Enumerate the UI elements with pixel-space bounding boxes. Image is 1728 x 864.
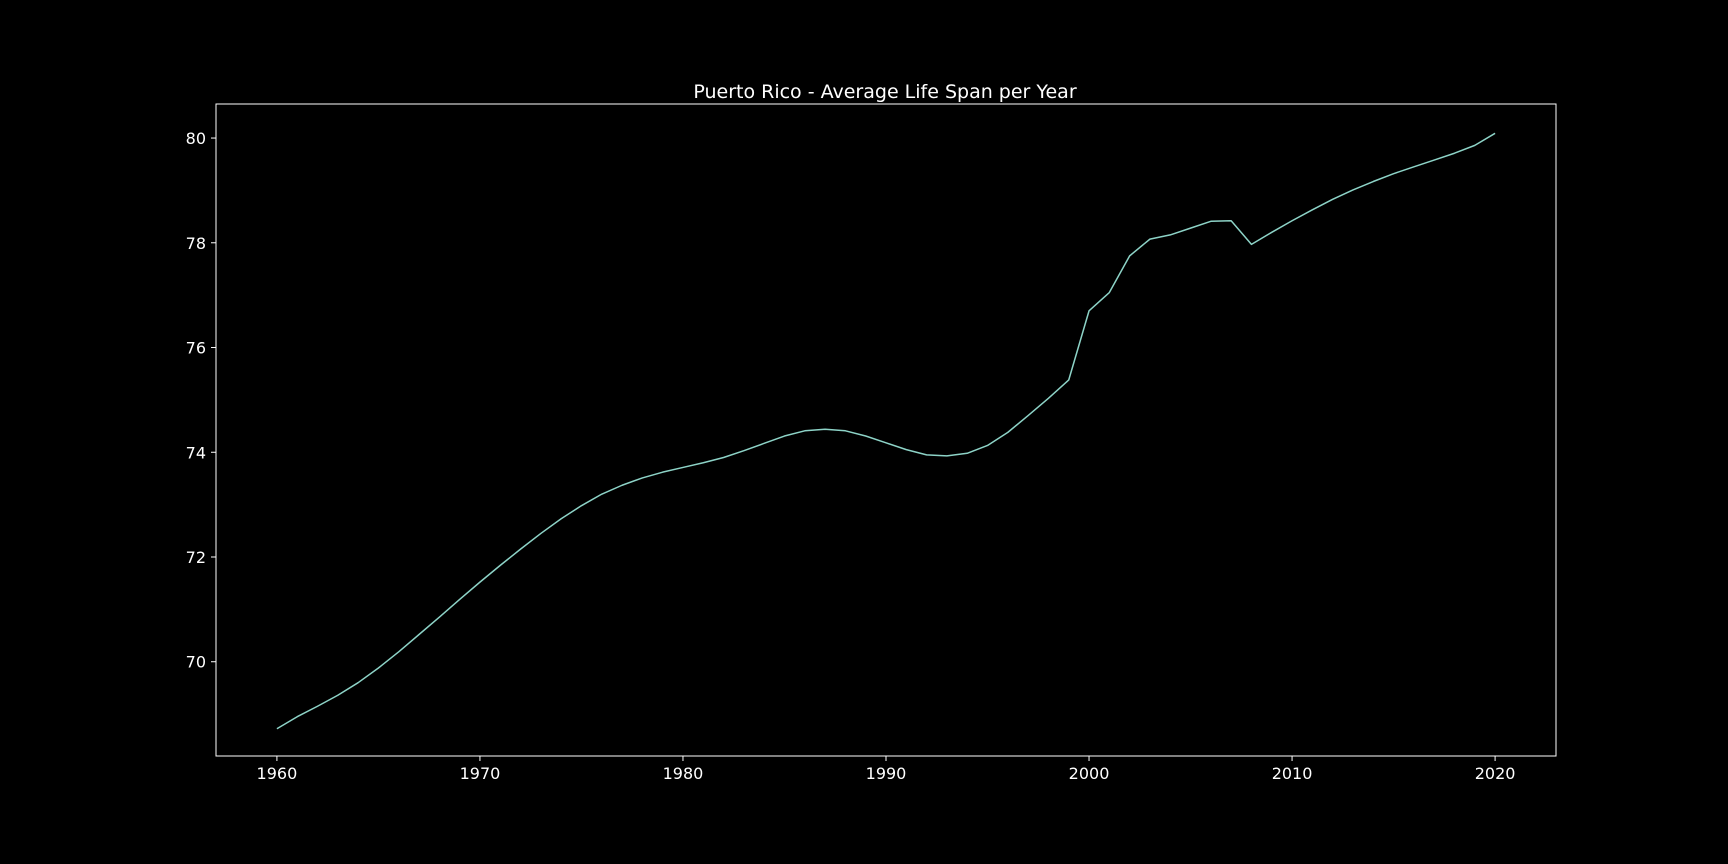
- y-tick-label: 78: [186, 234, 206, 253]
- series-line: [276, 132, 1496, 730]
- x-tick-label: 1970: [460, 764, 501, 783]
- series-layer: [276, 132, 1496, 730]
- x-tick-label: 2010: [1272, 764, 1313, 783]
- y-tick-label: 72: [186, 548, 206, 567]
- y-tick-label: 74: [186, 443, 206, 462]
- x-tick-label: 1960: [257, 764, 298, 783]
- x-tick-label: 1990: [866, 764, 907, 783]
- x-axis: 1960 1970 1980 1990 2000 2010 2020: [257, 756, 1516, 783]
- x-tick-label: 1980: [663, 764, 704, 783]
- x-tick-label: 2020: [1475, 764, 1516, 783]
- y-tick-label: 70: [186, 653, 206, 672]
- y-tick-label: 80: [186, 129, 206, 148]
- x-tick-label: 2000: [1069, 764, 1110, 783]
- y-tick-label: 76: [186, 339, 206, 358]
- chart-title: Puerto Rico - Average Life Span per Year: [693, 81, 1076, 103]
- y-axis: 70 72 74 76 78 80: [186, 129, 216, 672]
